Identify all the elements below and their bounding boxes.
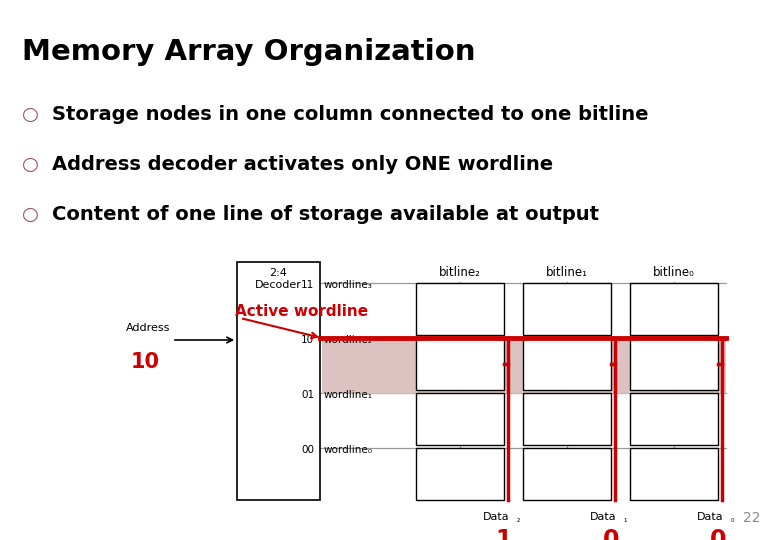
Text: ○: ○ bbox=[22, 105, 39, 124]
Text: stored: stored bbox=[551, 461, 583, 471]
Text: stored: stored bbox=[658, 461, 690, 471]
Bar bbox=[523, 283, 611, 335]
Text: wordline₁: wordline₁ bbox=[324, 390, 373, 400]
Bar bbox=[416, 393, 504, 445]
Text: stored: stored bbox=[551, 406, 583, 416]
Text: ○: ○ bbox=[22, 205, 39, 224]
Text: 22: 22 bbox=[743, 511, 760, 525]
Text: ₂: ₂ bbox=[516, 515, 519, 524]
Text: bitline₁: bitline₁ bbox=[546, 266, 588, 279]
Text: bit = 1: bit = 1 bbox=[551, 478, 583, 488]
Text: ₁: ₁ bbox=[623, 515, 626, 524]
Text: Content of one line of storage available at output: Content of one line of storage available… bbox=[52, 205, 599, 224]
Text: bit = 1: bit = 1 bbox=[443, 368, 477, 379]
Bar bbox=[322, 338, 726, 394]
Bar bbox=[237, 262, 320, 500]
Bar bbox=[630, 448, 718, 500]
Text: 2:4
Decoder: 2:4 Decoder bbox=[255, 268, 302, 289]
Text: stored: stored bbox=[658, 296, 690, 306]
Bar bbox=[630, 283, 718, 335]
Text: Memory Array Organization: Memory Array Organization bbox=[22, 38, 476, 66]
Text: bit = 1: bit = 1 bbox=[551, 313, 583, 323]
Text: 00: 00 bbox=[301, 445, 314, 455]
Text: stored: stored bbox=[445, 296, 475, 306]
Text: wordline₃: wordline₃ bbox=[324, 280, 373, 290]
Text: Data: Data bbox=[697, 512, 723, 522]
Text: 10: 10 bbox=[130, 352, 159, 372]
Text: stored: stored bbox=[445, 406, 475, 416]
Text: wordline₂: wordline₂ bbox=[324, 335, 373, 345]
Text: bitline₀: bitline₀ bbox=[653, 266, 695, 279]
Text: bit = 0: bit = 0 bbox=[443, 313, 477, 323]
Bar bbox=[416, 338, 504, 390]
Text: 01: 01 bbox=[301, 390, 314, 400]
Text: ₀: ₀ bbox=[730, 515, 734, 524]
Text: wordline₀: wordline₀ bbox=[324, 445, 373, 455]
Text: Active wordline: Active wordline bbox=[235, 305, 368, 320]
Bar bbox=[630, 338, 718, 390]
Text: ○: ○ bbox=[22, 155, 39, 174]
Bar bbox=[523, 338, 611, 390]
Bar bbox=[523, 448, 611, 500]
Text: stored: stored bbox=[658, 406, 690, 416]
Text: stored: stored bbox=[551, 296, 583, 306]
Text: Address: Address bbox=[126, 323, 170, 333]
Bar bbox=[523, 393, 611, 445]
Text: stored: stored bbox=[445, 351, 475, 361]
Text: 0: 0 bbox=[710, 528, 726, 540]
Bar bbox=[416, 448, 504, 500]
Text: bit = 0: bit = 0 bbox=[551, 368, 583, 379]
Text: bit = 0: bit = 0 bbox=[658, 368, 690, 379]
Text: Data: Data bbox=[590, 512, 616, 522]
Text: stored: stored bbox=[445, 461, 475, 471]
Text: stored: stored bbox=[658, 351, 690, 361]
Text: bit = 0: bit = 0 bbox=[658, 313, 690, 323]
Text: Storage nodes in one column connected to one bitline: Storage nodes in one column connected to… bbox=[52, 105, 648, 124]
Text: 10: 10 bbox=[301, 335, 314, 345]
Text: bit = 1: bit = 1 bbox=[443, 423, 477, 434]
Text: Address decoder activates only ONE wordline: Address decoder activates only ONE wordl… bbox=[52, 155, 553, 174]
Bar bbox=[416, 283, 504, 335]
Text: bit = 1: bit = 1 bbox=[658, 478, 690, 488]
Text: 11: 11 bbox=[301, 280, 314, 290]
Text: bitline₂: bitline₂ bbox=[439, 266, 481, 279]
Text: bit = 0: bit = 0 bbox=[443, 478, 477, 488]
Text: Data: Data bbox=[483, 512, 509, 522]
Bar bbox=[630, 393, 718, 445]
Text: 0: 0 bbox=[603, 528, 619, 540]
Text: bit = 1: bit = 1 bbox=[551, 423, 583, 434]
Text: bit = 0: bit = 0 bbox=[658, 423, 690, 434]
Text: stored: stored bbox=[551, 351, 583, 361]
Text: 1: 1 bbox=[496, 528, 512, 540]
